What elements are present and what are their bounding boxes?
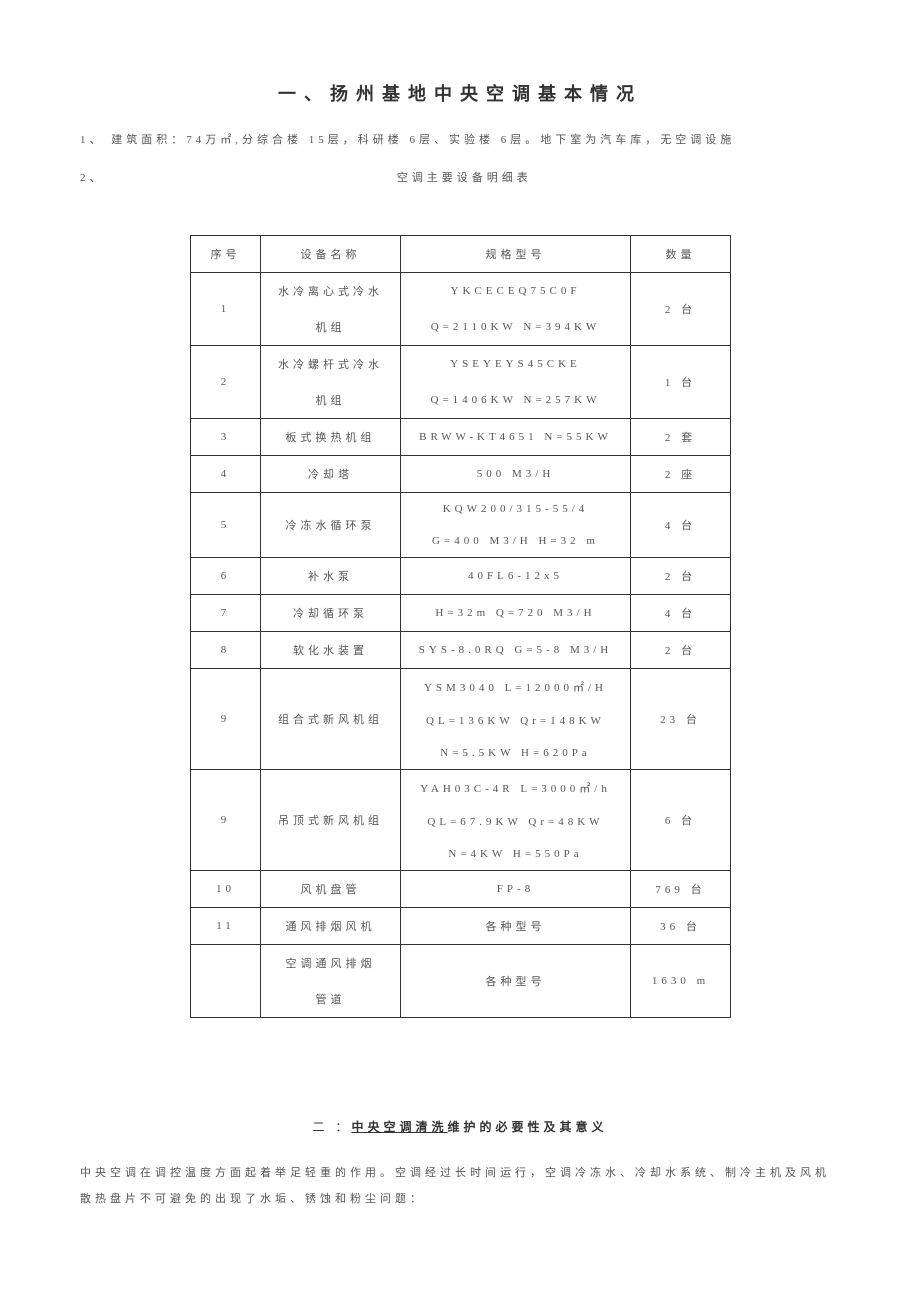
intro-1-num: 1、 xyxy=(80,134,105,146)
cell-qty: 6 台 xyxy=(631,769,731,870)
cell-spec: YSEYEYS45CKE xyxy=(401,345,631,382)
th-spec: 规格型号 xyxy=(401,235,631,272)
section-2-title: 二 ：中央空调清洗维护的必要性及其意义 xyxy=(80,1118,840,1135)
th-name: 设备名称 xyxy=(261,235,401,272)
cell-qty: 1630 m xyxy=(631,944,731,1017)
cell-name: 水冷螺杆式冷水 xyxy=(261,345,401,382)
cell-seq: 10 xyxy=(191,870,261,907)
cell-spec: G=400 M3/H H=32 m xyxy=(401,525,631,558)
section-2-num: 二 xyxy=(312,1120,328,1134)
cell-name: 冷却循环泵 xyxy=(261,594,401,631)
cell-spec: SYS-8.0RQ G=5-8 M3/H xyxy=(401,631,631,668)
table-row: 10风机盘管FP-8769 台 xyxy=(191,870,731,907)
intro-line-2: 2、 空调主要设备明细表 xyxy=(80,169,840,185)
cell-spec: H=32m Q=720 M3/H xyxy=(401,594,631,631)
cell-qty: 2 台 xyxy=(631,631,731,668)
cell-spec: BRWW-KT4651 N=55KW xyxy=(401,418,631,455)
cell-seq: 9 xyxy=(191,769,261,870)
cell-name: 冷冻水循环泵 xyxy=(261,492,401,557)
table-row: 5冷冻水循环泵KQW200/315-55/44 台 xyxy=(191,492,731,525)
cell-seq: 6 xyxy=(191,557,261,594)
section-2-colon: ： xyxy=(335,1120,351,1134)
cell-seq: 2 xyxy=(191,345,261,418)
cell-spec: YKCECEQ75C0F xyxy=(401,272,631,309)
cell-spec: Q=2110KW N=394KW xyxy=(401,309,631,346)
table-row: 6补水泵40FL6-12x52 台 xyxy=(191,557,731,594)
intro-2-num: 2、 xyxy=(80,169,390,185)
table-row: 7冷却循环泵H=32m Q=720 M3/H4 台 xyxy=(191,594,731,631)
cell-qty: 769 台 xyxy=(631,870,731,907)
cell-spec: KQW200/315-55/4 xyxy=(401,492,631,525)
cell-seq: 5 xyxy=(191,492,261,557)
table-header-row: 序号 设备名称 规格型号 数量 xyxy=(191,235,731,272)
cell-name: 冷却塔 xyxy=(261,455,401,492)
equipment-table-wrap: 序号 设备名称 规格型号 数量 1水冷离心式冷水YKCECEQ75C0F2 台机… xyxy=(190,235,730,1018)
cell-seq: 7 xyxy=(191,594,261,631)
page-title: 一、扬州基地中央空调基本情况 xyxy=(80,80,840,106)
cell-spec: QL=136KW Qr=148KW xyxy=(401,705,631,737)
cell-qty: 2 台 xyxy=(631,272,731,345)
cell-spec: 40FL6-12x5 xyxy=(401,557,631,594)
cell-spec: N=5.5KW H=620Pa xyxy=(401,737,631,770)
cell-name: 风机盘管 xyxy=(261,870,401,907)
cell-seq: 3 xyxy=(191,418,261,455)
table-row: 9组合式新风机组YSM3040 L=12000㎡/H23 台 xyxy=(191,668,731,705)
cell-spec: 各种型号 xyxy=(401,944,631,1017)
cell-seq: 8 xyxy=(191,631,261,668)
cell-name: 管道 xyxy=(261,981,401,1018)
cell-seq xyxy=(191,944,261,1017)
table-row: 1水冷离心式冷水YKCECEQ75C0F2 台 xyxy=(191,272,731,309)
table-row: 空调通风排烟各种型号1630 m xyxy=(191,944,731,981)
cell-spec: 各种型号 xyxy=(401,907,631,944)
cell-seq: 4 xyxy=(191,455,261,492)
cell-name: 软化水装置 xyxy=(261,631,401,668)
cell-qty: 2 台 xyxy=(631,557,731,594)
table-row: 8软化水装置SYS-8.0RQ G=5-8 M3/H2 台 xyxy=(191,631,731,668)
table-row: 2水冷螺杆式冷水YSEYEYS45CKE1 台 xyxy=(191,345,731,382)
cell-spec: YSM3040 L=12000㎡/H xyxy=(401,668,631,705)
cell-name: 组合式新风机组 xyxy=(261,668,401,769)
cell-qty: 36 台 xyxy=(631,907,731,944)
cell-spec: YAH03C-4R L=3000㎡/h xyxy=(401,769,631,806)
cell-qty: 4 台 xyxy=(631,594,731,631)
table-row: 4冷却塔500 M3/H2 座 xyxy=(191,455,731,492)
section-2-rest: 维护的必要性及其意义 xyxy=(448,1120,608,1134)
cell-spec: FP-8 xyxy=(401,870,631,907)
table-row: 9吊顶式新风机组YAH03C-4R L=3000㎡/h6 台 xyxy=(191,769,731,806)
cell-seq: 9 xyxy=(191,668,261,769)
cell-spec: QL=67.9KW Qr=48KW xyxy=(401,806,631,838)
cell-seq: 1 xyxy=(191,272,261,345)
cell-qty: 23 台 xyxy=(631,668,731,769)
intro-1-text: 建筑面积：74万㎡,分综合楼 15层，科研楼 6层、实验楼 6层。地下室为汽车库… xyxy=(111,134,735,146)
table-body: 1水冷离心式冷水YKCECEQ75C0F2 台机组Q=2110KW N=394K… xyxy=(191,272,731,1017)
cell-qty: 2 座 xyxy=(631,455,731,492)
cell-spec: Q=1406KW N=257KW xyxy=(401,382,631,419)
cell-name: 水冷离心式冷水 xyxy=(261,272,401,309)
cell-name: 空调通风排烟 xyxy=(261,944,401,981)
cell-name: 板式换热机组 xyxy=(261,418,401,455)
section-2-paragraph: 中央空调在调控温度方面起着举足轻重的作用。空调经过长时间运行，空调冷冻水、冷却水… xyxy=(80,1160,840,1213)
cell-name: 吊顶式新风机组 xyxy=(261,769,401,870)
cell-spec: 500 M3/H xyxy=(401,455,631,492)
intro-line-1: 1、 建筑面积：74万㎡,分综合楼 15层，科研楼 6层、实验楼 6层。地下室为… xyxy=(80,131,840,151)
cell-spec: N=4KW H=550Pa xyxy=(401,838,631,871)
cell-seq: 11 xyxy=(191,907,261,944)
cell-name: 机组 xyxy=(261,382,401,419)
section-2-underline: 中央空调清洗 xyxy=(352,1120,448,1134)
cell-qty: 2 套 xyxy=(631,418,731,455)
cell-name: 补水泵 xyxy=(261,557,401,594)
cell-name: 机组 xyxy=(261,309,401,346)
table-row: 3板式换热机组BRWW-KT4651 N=55KW2 套 xyxy=(191,418,731,455)
cell-qty: 4 台 xyxy=(631,492,731,557)
equipment-table: 序号 设备名称 规格型号 数量 1水冷离心式冷水YKCECEQ75C0F2 台机… xyxy=(190,235,731,1018)
table-row: 11通风排烟风机各种型号36 台 xyxy=(191,907,731,944)
th-qty: 数量 xyxy=(631,235,731,272)
th-seq: 序号 xyxy=(191,235,261,272)
cell-name: 通风排烟风机 xyxy=(261,907,401,944)
cell-qty: 1 台 xyxy=(631,345,731,418)
intro-2-text: 空调主要设备明细表 xyxy=(397,172,532,184)
